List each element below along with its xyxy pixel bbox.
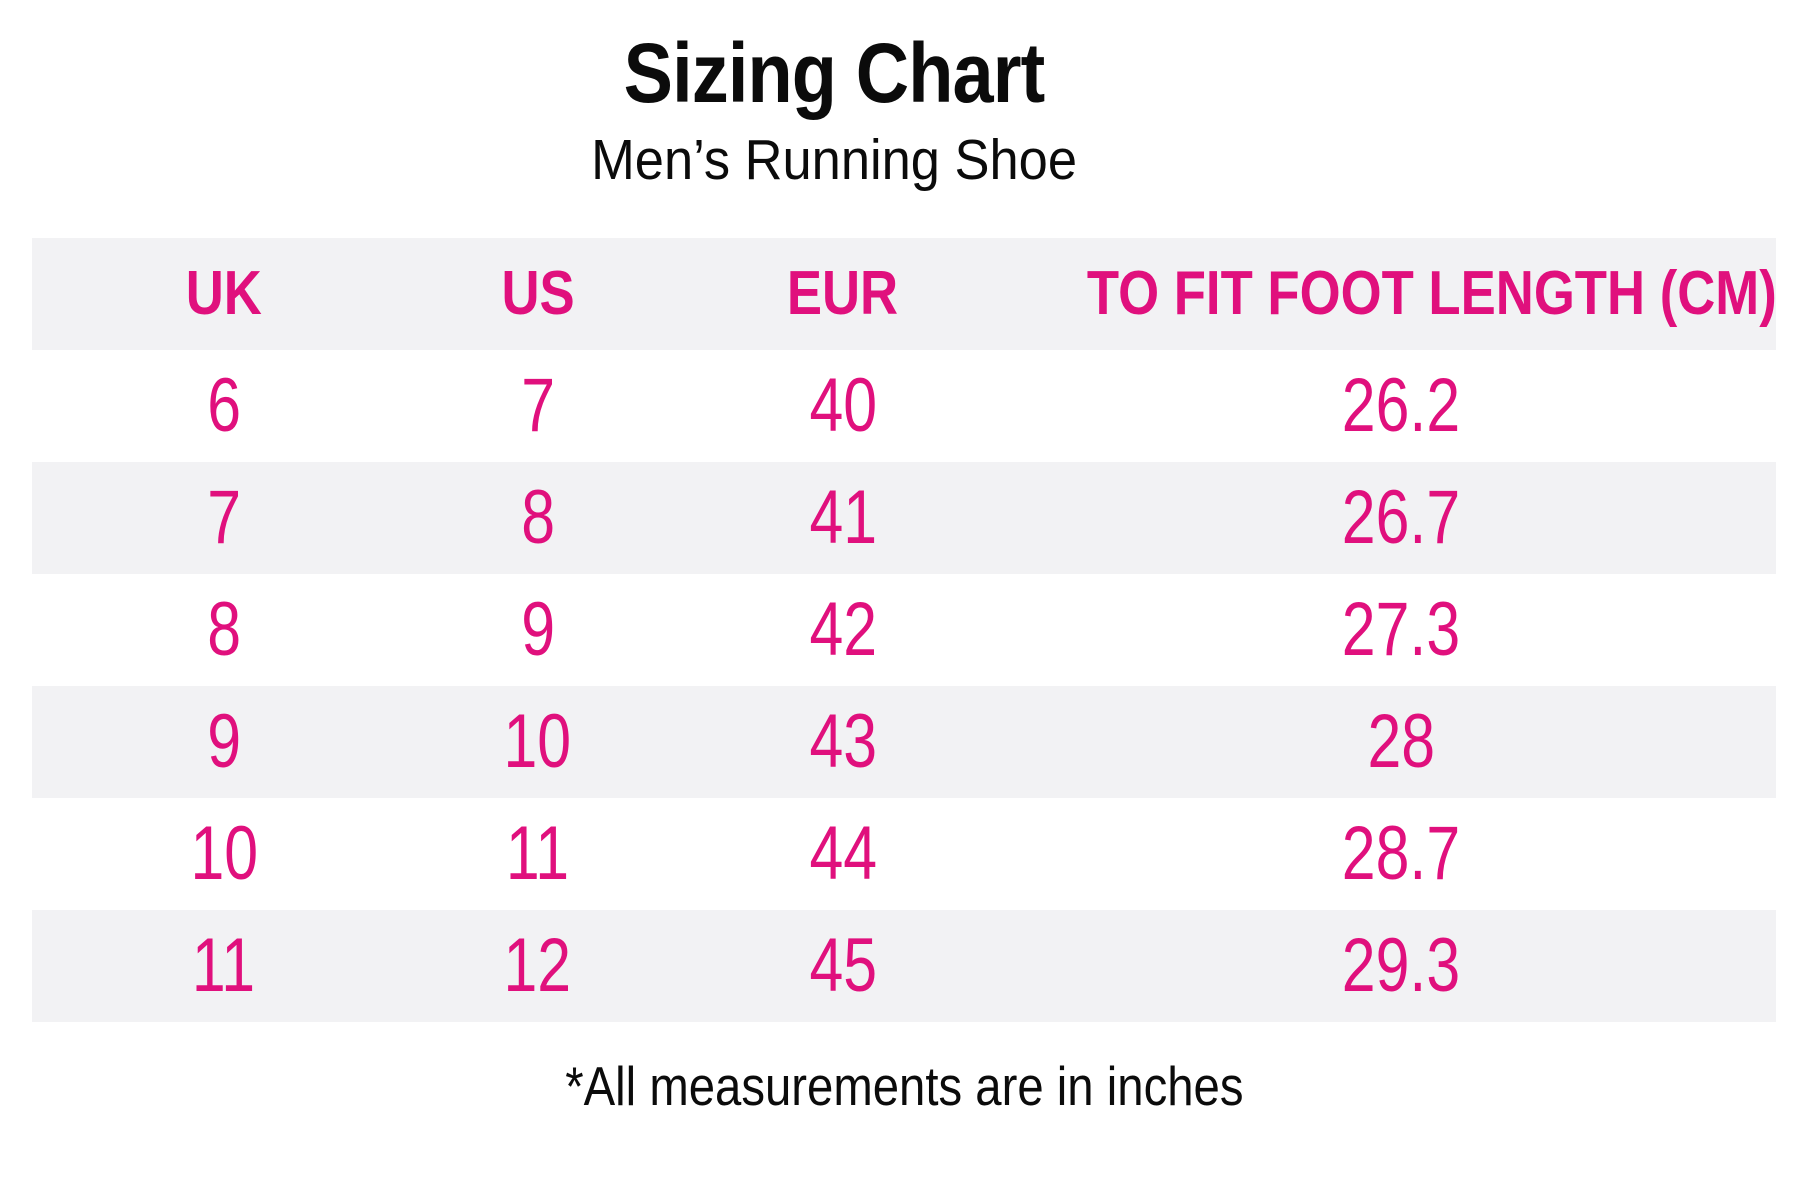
table-cell: 40 — [660, 350, 1026, 462]
cell-value: 7 — [520, 363, 555, 449]
column-header-label: EUR — [787, 259, 899, 329]
table-header-row: UK US EUR TO FIT FOOT LENGTH (CM) — [32, 237, 1777, 350]
table-body: 6 7 40 26.2 7 8 41 26.7 8 9 42 27.3 9 10 43 28 10 11 44 28.… — [32, 350, 1776, 1022]
table-cell: 27.3 — [1026, 574, 1776, 686]
table-cell: 12 — [416, 910, 660, 1022]
column-header-us: US — [416, 238, 660, 350]
page-title: Sizing Chart — [0, 26, 1738, 120]
cell-value: 41 — [809, 475, 877, 561]
cell-value: 40 — [809, 363, 877, 449]
table-row: 7 8 41 26.7 — [32, 461, 1776, 574]
cell-value: 43 — [809, 699, 877, 785]
table-cell: 10 — [416, 686, 660, 798]
cell-value: 11 — [506, 811, 570, 897]
cell-value: 7 — [206, 475, 241, 561]
table-cell: 11 — [32, 910, 416, 1022]
cell-value: 29.3 — [1341, 923, 1461, 1009]
table-cell: 8 — [32, 574, 416, 686]
cell-value: 9 — [206, 699, 241, 785]
table-cell: 28 — [1026, 686, 1776, 798]
table-row: 6 7 40 26.2 — [32, 350, 1776, 462]
table-row: 9 10 43 28 — [32, 685, 1776, 798]
table-cell: 6 — [32, 350, 416, 462]
table-row: 10 11 44 28.7 — [32, 798, 1776, 910]
footnote: *All measurements are in inches — [0, 1054, 1808, 1118]
sizing-table: UK US EUR TO FIT FOOT LENGTH (CM) 6 7 40 26… — [32, 237, 1777, 1022]
page-title-text: Sizing Chart — [623, 26, 1046, 120]
cell-value: 10 — [190, 811, 258, 897]
cell-value: 9 — [520, 587, 555, 673]
table-cell: 9 — [416, 574, 660, 686]
column-header-foot-length: TO FIT FOOT LENGTH (CM) — [1026, 238, 1777, 350]
table-cell: 11 — [416, 798, 660, 910]
cell-value: 26.2 — [1341, 363, 1461, 449]
table-cell: 41 — [660, 462, 1026, 574]
column-header-eur: EUR — [660, 238, 1026, 350]
cell-value: 28 — [1367, 699, 1435, 785]
cell-value: 11 — [192, 923, 256, 1009]
table-cell: 7 — [32, 462, 416, 574]
table-row: 8 9 42 27.3 — [32, 574, 1776, 686]
cell-value: 28.7 — [1341, 811, 1461, 897]
table-cell: 10 — [32, 798, 416, 910]
table-cell: 26.2 — [1026, 350, 1776, 462]
table-cell: 9 — [32, 686, 416, 798]
cell-value: 12 — [503, 923, 572, 1009]
chart-header: Sizing Chart Men’s Running Shoe — [0, 0, 1738, 194]
page-subtitle: Men’s Running Shoe — [0, 128, 1738, 194]
cell-value: 8 — [206, 587, 241, 673]
table-cell: 43 — [660, 686, 1026, 798]
table-cell: 8 — [416, 462, 660, 574]
cell-value: 6 — [206, 363, 241, 449]
page-subtitle-text: Men’s Running Shoe — [591, 128, 1077, 193]
table-cell: 42 — [660, 574, 1026, 686]
table-row: 11 12 45 29.3 — [32, 909, 1776, 1022]
cell-value: 44 — [809, 811, 877, 897]
table-cell: 28.7 — [1026, 798, 1776, 910]
cell-value: 27.3 — [1341, 587, 1461, 673]
table-cell: 45 — [660, 910, 1026, 1022]
footnote-text: *All measurements are in inches — [564, 1054, 1244, 1117]
table-cell: 7 — [416, 350, 660, 462]
cell-value: 45 — [809, 923, 877, 1009]
cell-value: 8 — [520, 475, 555, 561]
column-header-label: US — [501, 259, 575, 329]
cell-value: 26.7 — [1341, 475, 1461, 561]
cell-value: 42 — [809, 587, 877, 673]
cell-value: 10 — [503, 699, 572, 785]
column-header-label: TO FIT FOOT LENGTH (CM) — [1086, 259, 1777, 329]
table-cell: 44 — [660, 798, 1026, 910]
column-header-uk: UK — [32, 238, 416, 350]
table-cell: 26.7 — [1026, 462, 1776, 574]
table-cell: 29.3 — [1026, 910, 1776, 1022]
column-header-label: UK — [185, 259, 262, 329]
